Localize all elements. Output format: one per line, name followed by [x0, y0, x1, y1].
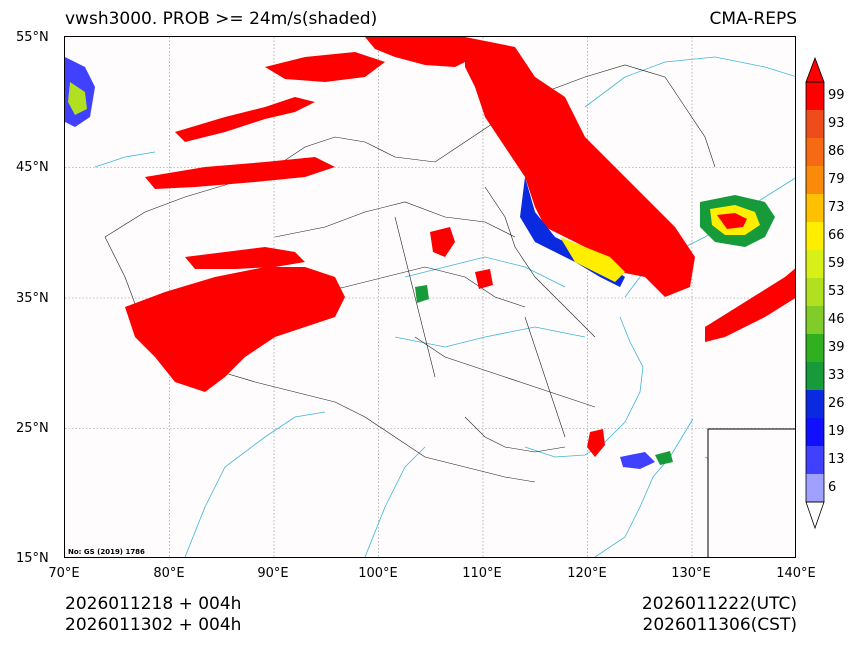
colorbar-label: 93 [828, 116, 845, 131]
shade-pacific-blob-1 [620, 452, 655, 469]
lat-label-15: 15°N [16, 551, 49, 566]
shade-tianshan-band [175, 97, 315, 142]
model-name: CMA-REPS [709, 9, 797, 29]
boundary-sichuan [294, 266, 526, 308]
graticule [65, 37, 795, 557]
shade-northwest-green [68, 82, 87, 115]
colorbar-segment [806, 250, 824, 278]
colorbar-segment [806, 110, 824, 138]
colorbar-label: 6 [828, 480, 837, 495]
colorbar-segment [806, 306, 824, 334]
lat-label-45: 45°N [16, 160, 49, 175]
lon-label-100: 100°E [358, 566, 398, 581]
shade-sichuan-spot-2 [415, 285, 429, 303]
coast-southeast [594, 418, 694, 557]
lon-label-130: 130°E [671, 566, 711, 581]
init-time-utc: 2026011218 + 004h [65, 594, 242, 614]
colorbar-segment [806, 446, 824, 474]
lake-balkhash [94, 151, 156, 168]
river-mekong [364, 446, 426, 557]
colorbar-label: 73 [828, 200, 845, 215]
map-approval-note: No: GS (2019) 1786 [68, 548, 145, 556]
shade-northeast-core [465, 37, 695, 297]
colorbar-segment [806, 362, 824, 390]
lat-label-35: 35°N [16, 291, 49, 306]
shade-northeast-edge-yellow [560, 237, 625, 282]
colorbar [805, 56, 825, 530]
valid-time-utc: 2026011222(UTC) [641, 594, 797, 614]
colorbar-top-arrow [805, 56, 825, 83]
colorbar-segment [806, 222, 824, 250]
valid-time-cst: 2026011306(CST) [642, 615, 797, 635]
colorbar-label: 19 [828, 424, 845, 439]
colorbar-segment [806, 418, 824, 446]
colorbar-segment [806, 334, 824, 362]
colorbar-segment [806, 138, 824, 166]
shade-japan-red [717, 213, 747, 229]
lon-label-120: 120°E [567, 566, 607, 581]
shade-tibet-core [125, 267, 345, 392]
colorbar-segment [806, 278, 824, 306]
colorbar-label: 39 [828, 340, 845, 355]
colorbar-segment [806, 194, 824, 222]
river-amur [584, 56, 795, 108]
colorbar-label: 79 [828, 172, 845, 187]
lon-label-80: 80°E [153, 566, 185, 581]
coast-india [184, 411, 326, 557]
shade-north-band [145, 157, 335, 189]
south-china-sea-inset [707, 428, 795, 557]
boundary-inner-mongolia [484, 186, 596, 338]
boundary-qinghai [274, 201, 516, 238]
colorbar-label: 86 [828, 144, 845, 159]
shade-north-top [365, 37, 475, 67]
shade-east-band [705, 268, 795, 342]
colorbar-label: 33 [828, 368, 845, 383]
shade-taiwan [587, 429, 605, 457]
colorbar-label: 26 [828, 396, 845, 411]
colorbar-label: 13 [828, 452, 845, 467]
colorbar-label: 53 [828, 284, 845, 299]
colorbar-outline [805, 81, 825, 503]
colorbar-segment [806, 82, 824, 110]
map-panel [64, 36, 796, 558]
lon-label-110: 110°E [462, 566, 502, 581]
colorbar-label: 99 [828, 88, 845, 103]
shade-pacific-blob-2 [655, 451, 673, 465]
coast-south [524, 316, 644, 458]
river-yangtze [394, 326, 586, 348]
shade-kunlun-band [185, 247, 305, 269]
colorbar-bottom-arrow [805, 501, 825, 530]
shade-sichuan-spot-3 [475, 269, 493, 289]
map-title: vwsh3000. PROB >= 24m/s(shaded) [65, 9, 378, 29]
colorbar-label: 46 [828, 312, 845, 327]
lat-label-25: 25°N [16, 421, 49, 436]
lon-label-90: 90°E [257, 566, 289, 581]
colorbar-segment [806, 166, 824, 194]
lon-label-70: 70°E [48, 566, 80, 581]
colorbar-segments [806, 82, 824, 502]
shade-altai-band [265, 52, 385, 82]
colorbar-label: 59 [828, 256, 845, 271]
colorbar-segment [806, 390, 824, 418]
lat-label-55: 55°N [16, 30, 49, 45]
boundary-gansu [394, 216, 436, 378]
shade-sichuan-spot-1 [430, 227, 455, 257]
map-svg [65, 37, 795, 557]
init-time-cst: 2026011302 + 004h [65, 615, 242, 635]
lon-label-140: 140°E [776, 566, 816, 581]
boundary-central [414, 336, 596, 408]
boundary-south [464, 416, 566, 453]
boundary-east [524, 316, 566, 438]
prob-shading [65, 37, 795, 469]
colorbar-label: 66 [828, 228, 845, 243]
colorbar-segment [806, 474, 824, 502]
river-yellow [404, 256, 566, 288]
